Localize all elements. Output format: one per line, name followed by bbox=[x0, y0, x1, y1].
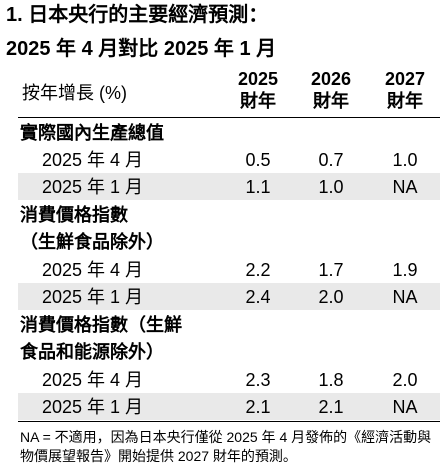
section-title-core-cpi-line1: 消費價格指數（生鮮 bbox=[20, 315, 182, 335]
column-header-suffix: 財年 bbox=[313, 91, 349, 111]
table-row bbox=[18, 283, 440, 310]
row-label: 2025 年 4 月 bbox=[42, 370, 144, 390]
row-label: 2025 年 1 月 bbox=[42, 287, 144, 307]
column-header-fy2025: 2025 財年 bbox=[228, 68, 288, 112]
title-line-1: 1. 日本央行的主要經濟預測： bbox=[6, 4, 269, 26]
table-cell: NA bbox=[392, 177, 418, 197]
row-label: 2025 年 1 月 bbox=[42, 397, 144, 417]
table-cell: 2.3 bbox=[245, 370, 271, 390]
column-header-year: 2026 bbox=[310, 69, 352, 89]
title-line-2: 2025 年 4 月對比 2025 年 1 月 bbox=[6, 38, 277, 60]
table-cell: 2.2 bbox=[245, 260, 271, 280]
column-header-year: 2025 bbox=[237, 69, 279, 89]
table-cell: 1.0 bbox=[392, 150, 418, 170]
row-label: 2025 年 4 月 bbox=[42, 150, 144, 170]
section-title-cpi-line1: 消費價格指數 bbox=[20, 205, 128, 225]
table-cell: 2.4 bbox=[245, 287, 271, 307]
table-cell: 0.5 bbox=[245, 150, 271, 170]
table-cell: 1.7 bbox=[318, 260, 344, 280]
table-cell: 2.0 bbox=[392, 370, 418, 390]
table-cell: NA bbox=[392, 287, 418, 307]
table-cell: 2.0 bbox=[318, 287, 344, 307]
section-title-real-gdp: 實際國內生產總值 bbox=[20, 123, 164, 143]
table-cell: 1.9 bbox=[392, 260, 418, 280]
row-label: 2025 年 4 月 bbox=[42, 260, 144, 280]
row-label: 2025 年 1 月 bbox=[42, 177, 144, 197]
section-title-core-cpi-line2: 食品和能源除外） bbox=[20, 342, 164, 362]
table-cell: 2.1 bbox=[245, 397, 271, 417]
table-bottom-divider bbox=[18, 421, 440, 422]
table-row bbox=[18, 393, 440, 420]
table-cell: 1.0 bbox=[318, 177, 344, 197]
column-header-fy2027: 2027 財年 bbox=[375, 68, 435, 112]
header-unit-label: 按年增長 (%) bbox=[22, 83, 127, 103]
column-header-fy2026: 2026 財年 bbox=[301, 68, 361, 112]
table-cell: 1.1 bbox=[245, 177, 271, 197]
table-cell: 0.7 bbox=[318, 150, 344, 170]
header-divider bbox=[18, 117, 440, 118]
table-cell: 1.8 bbox=[318, 370, 344, 390]
table-cell: 2.1 bbox=[318, 397, 344, 417]
column-header-suffix: 財年 bbox=[240, 91, 276, 111]
footnote: NA = 不適用，因為日本央行僅從 2025 年 4 月發佈的《經濟活動與物價展… bbox=[20, 429, 432, 464]
column-header-suffix: 財年 bbox=[387, 91, 423, 111]
column-header-year: 2027 bbox=[384, 69, 426, 89]
table-row bbox=[18, 173, 440, 200]
table-cell: NA bbox=[392, 397, 418, 417]
section-title-cpi-line2: （生鮮食品除外） bbox=[20, 232, 164, 252]
